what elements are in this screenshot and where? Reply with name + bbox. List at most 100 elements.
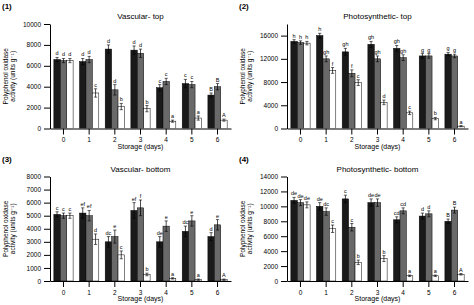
error-cap	[446, 219, 449, 220]
error-cap	[318, 37, 321, 38]
error-cap	[107, 44, 110, 45]
error-cap	[376, 61, 379, 62]
error-cap	[165, 231, 168, 232]
error-cap	[81, 58, 84, 59]
y-tick-label: 4000	[27, 83, 42, 90]
error-bar	[81, 58, 84, 64]
error-cap	[446, 52, 449, 53]
error-line	[121, 251, 122, 259]
x-tick-mark	[300, 281, 301, 287]
y-tick-label: 4000	[264, 248, 279, 255]
error-bar	[350, 224, 353, 231]
significance-label: c	[56, 205, 59, 211]
significance-label: gh	[394, 38, 400, 44]
error-bar	[459, 274, 462, 275]
error-cap	[222, 280, 225, 281]
error-bar	[113, 85, 116, 95]
title: Photosynthetic- top	[343, 12, 412, 21]
error-bar	[421, 54, 424, 59]
x-tick: 4	[164, 281, 168, 296]
y-tick-mark	[44, 45, 50, 46]
error-cap	[145, 111, 148, 112]
error-cap	[216, 83, 219, 84]
y-tick-mark	[281, 36, 287, 37]
bar	[137, 53, 143, 128]
error-cap	[427, 210, 430, 211]
error-bar	[222, 279, 225, 280]
significance-label: c	[62, 206, 65, 212]
error-cap	[94, 88, 97, 89]
error-bar	[209, 93, 212, 97]
y-tick-mark	[281, 82, 287, 83]
error-cap	[357, 85, 360, 86]
significance-label: A	[222, 112, 226, 118]
error-cap	[68, 58, 71, 59]
bar	[304, 205, 310, 281]
error-cap	[344, 202, 347, 203]
y-axis-line	[287, 177, 288, 282]
bar	[419, 216, 425, 281]
error-cap	[453, 57, 456, 58]
y-tick-mark	[44, 177, 50, 178]
x-tick: 1	[324, 281, 328, 296]
y-tick-label: 3000	[27, 238, 42, 245]
x-tick-label: 0	[62, 136, 66, 143]
bar	[304, 43, 310, 128]
bar	[112, 90, 118, 129]
significance-labels: dedecdecddBdedccdecddBdecbbaaA	[291, 188, 463, 274]
error-cap	[107, 236, 110, 237]
significance-label: g	[427, 47, 430, 53]
significance-label: a	[171, 271, 175, 277]
significance-label: ef	[87, 203, 92, 209]
error-line	[371, 199, 372, 206]
y-tick-mark	[44, 242, 50, 243]
bar	[400, 211, 406, 281]
significance-label: a	[434, 268, 438, 274]
x-tick-mark	[300, 129, 301, 135]
x-axis: 0123456	[288, 129, 469, 144]
bar	[432, 119, 438, 129]
x-tick: 5	[190, 129, 194, 144]
error-line	[211, 233, 212, 241]
error-bar	[331, 225, 334, 232]
significance-label: gh	[368, 34, 374, 40]
y-tick-mark	[281, 281, 287, 282]
y-tick-mark	[44, 190, 50, 191]
bar	[60, 61, 66, 129]
significance-label: c	[165, 71, 168, 77]
error-cap	[55, 61, 58, 62]
error-cap	[292, 197, 295, 198]
y-axis-line	[287, 25, 288, 130]
bar	[54, 60, 60, 129]
y-tick-mark	[44, 268, 50, 269]
error-cap	[88, 220, 91, 221]
error-bar	[305, 41, 308, 44]
error-line	[166, 221, 167, 231]
bar	[355, 262, 361, 281]
x-tick: 1	[324, 129, 328, 144]
significance-label: b	[357, 253, 360, 259]
bar	[86, 216, 92, 281]
error-cap	[165, 78, 168, 79]
significance-label: dc	[323, 201, 329, 207]
significance-labels: hhghghghgghghfghghgghfcdcba	[293, 26, 464, 124]
x-tick-mark	[454, 129, 455, 135]
significance-label: d	[421, 206, 424, 212]
error-line	[332, 225, 333, 232]
error-cap	[132, 218, 135, 219]
significance-labels: ddddccBddddccBdcbbaaA	[56, 38, 227, 119]
y-tick: 8000	[27, 41, 50, 48]
significance-label: b	[145, 99, 148, 105]
error-cap	[184, 236, 187, 237]
y-tick-mark	[281, 129, 287, 130]
error-cap	[107, 247, 110, 248]
x-tick-mark	[217, 281, 218, 287]
y-axis-label: Polyphenol oxidaseactivity (units g⁻¹)	[2, 48, 17, 105]
error-bar	[165, 221, 168, 231]
error-cap	[209, 232, 212, 233]
x-axis-label: Storage (days)	[118, 295, 164, 303]
error-cap	[94, 233, 97, 234]
y-tick-label: 12000	[260, 188, 278, 195]
error-cap	[292, 43, 295, 44]
error-cap	[55, 211, 58, 212]
